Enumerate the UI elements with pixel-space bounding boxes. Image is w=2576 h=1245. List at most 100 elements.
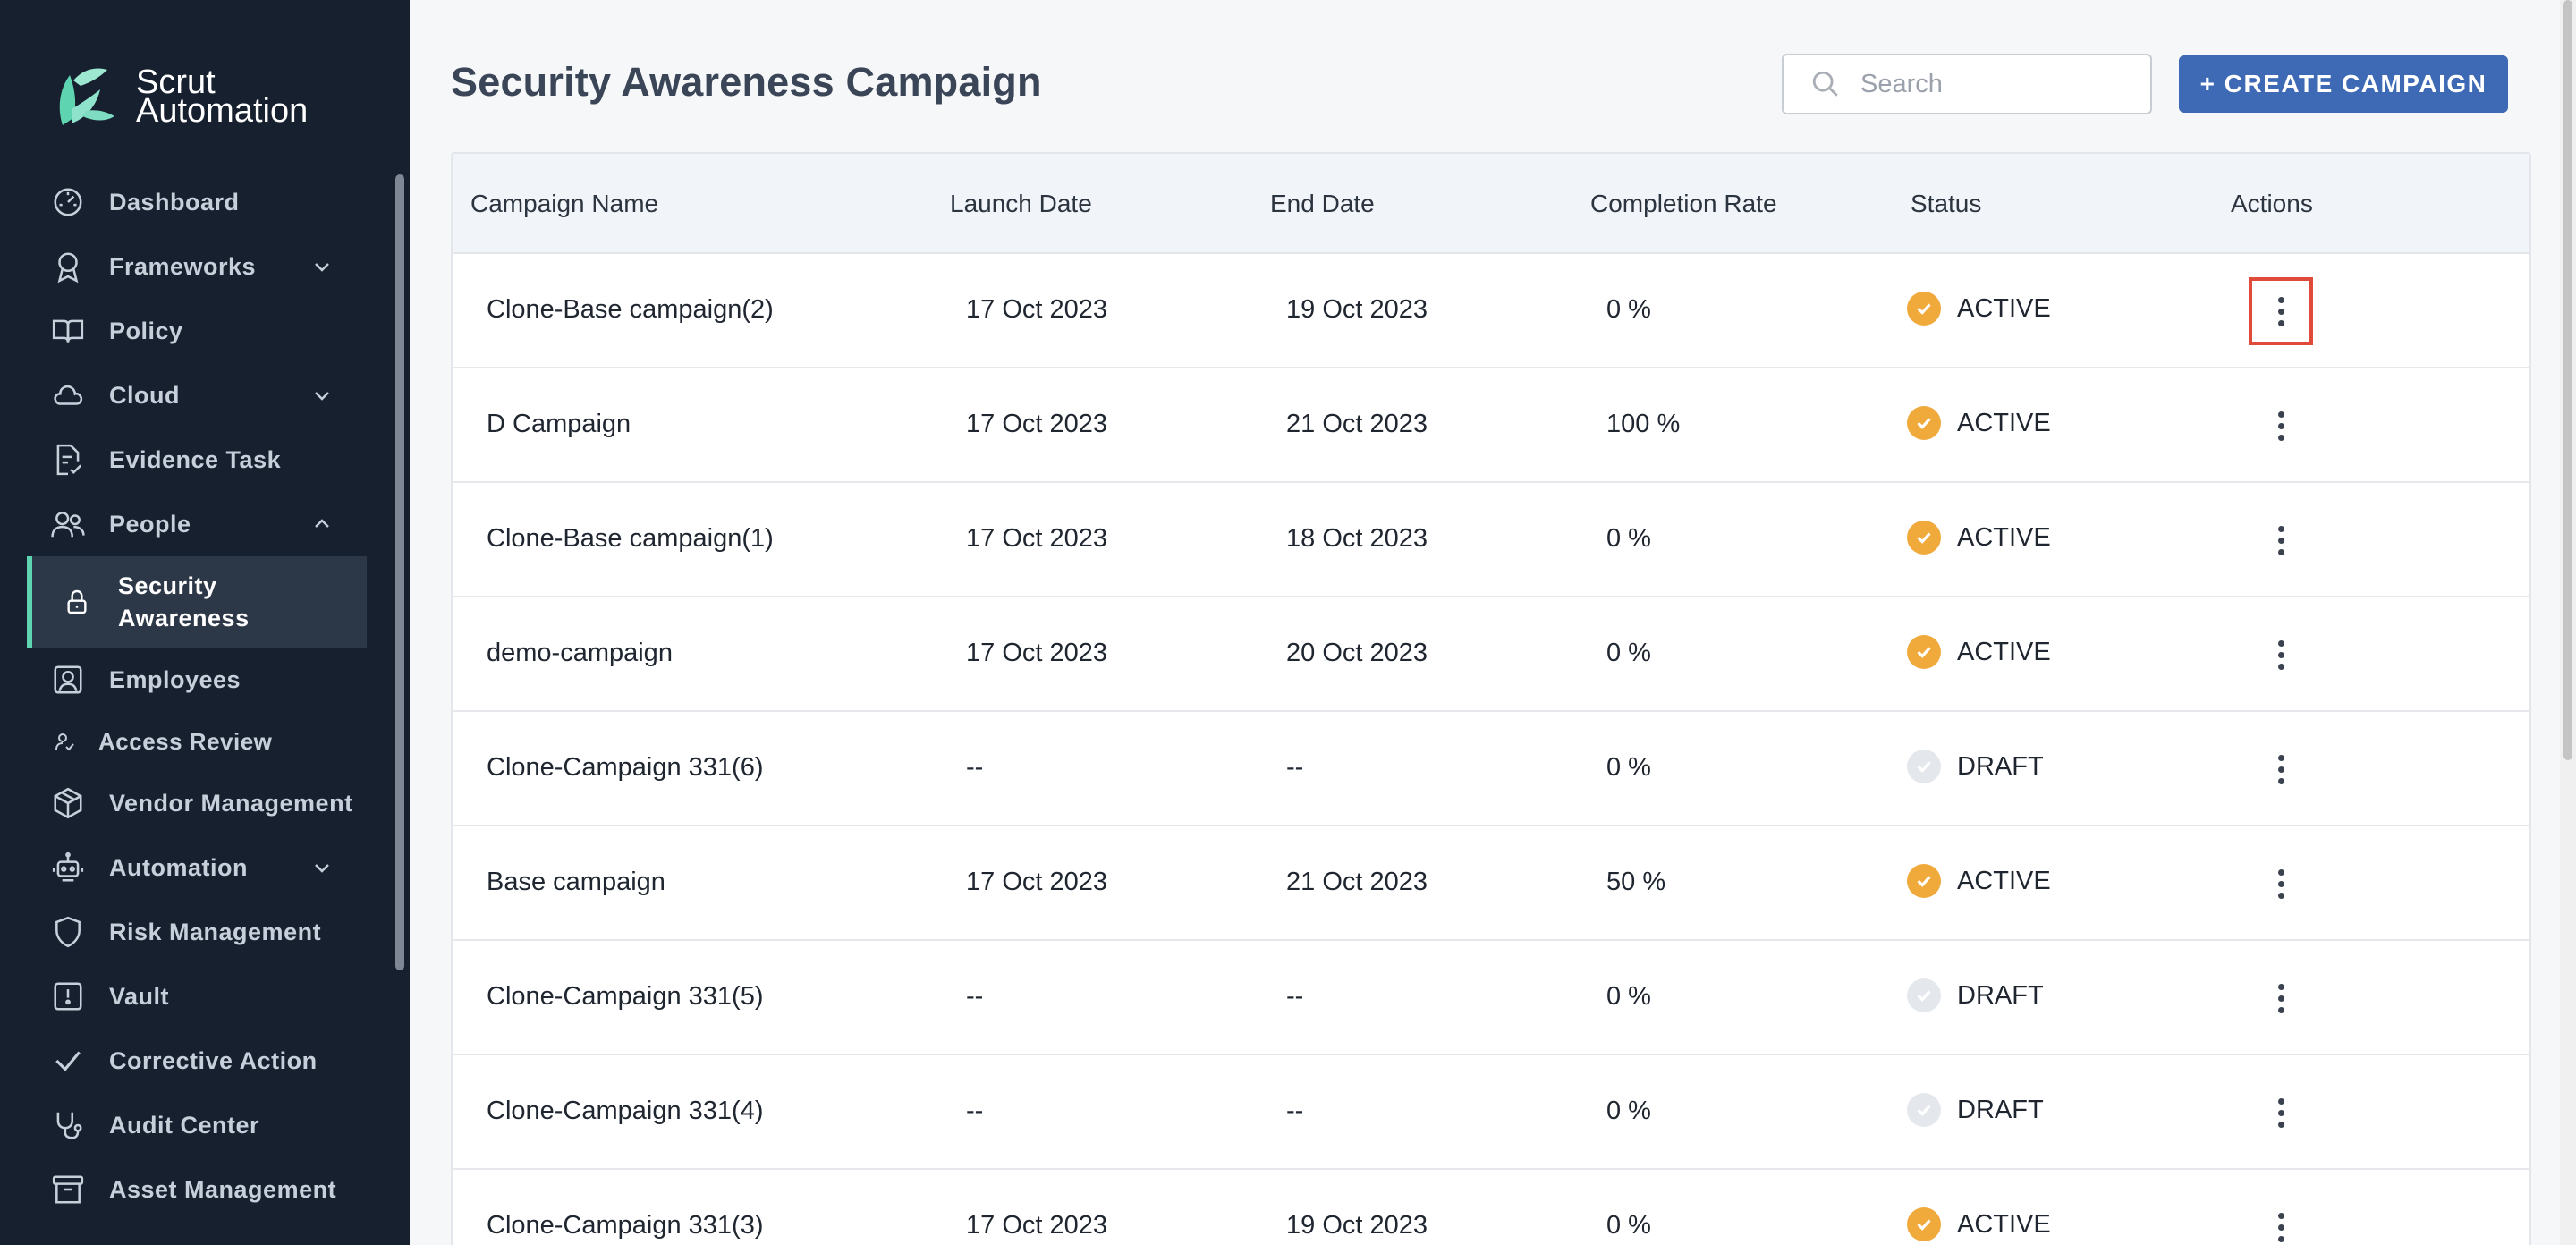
sidebar-item-label: Audit Center (109, 1111, 259, 1139)
page-scrollbar[interactable] (2560, 0, 2576, 1245)
logo-line-1: Scrut (136, 64, 216, 101)
launch-date-cell: 17 Oct 2023 (966, 410, 1107, 438)
campaign-name-cell[interactable]: Clone-Campaign 331(6) (487, 753, 764, 782)
row-actions-menu-button[interactable] (2249, 735, 2313, 803)
campaign-name-cell[interactable]: Clone-Base campaign(2) (487, 295, 774, 324)
table-row[interactable]: Clone-Base campaign(2) 17 Oct 2023 19 Oct … (453, 254, 2529, 368)
app-logo[interactable]: Scrut Automation (50, 63, 308, 131)
chevron-down-icon[interactable] (311, 256, 333, 277)
sidebar-item-people[interactable]: People (27, 492, 367, 556)
campaign-name-cell[interactable]: Clone-Campaign 331(5) (487, 982, 764, 1011)
sidebar-item-cloud[interactable]: Cloud (27, 363, 367, 428)
sidebar-item-policy[interactable]: Policy (27, 299, 367, 363)
launch-date-cell: 17 Oct 2023 (966, 639, 1107, 667)
logo-text: Scrut Automation (136, 64, 308, 128)
status-badge: ACTIVE (1907, 1207, 2051, 1241)
sidebar-item-access-review[interactable]: Access Review (27, 712, 367, 771)
sidebar-item-security-awareness[interactable]: Security Awareness (27, 556, 367, 648)
campaign-name-cell[interactable]: D Campaign (487, 410, 631, 438)
row-actions-menu-button[interactable] (2249, 1079, 2313, 1147)
chevron-down-icon[interactable] (311, 857, 333, 878)
table-row[interactable]: demo-campaign 17 Oct 2023 20 Oct 2023 0 % AC… (453, 597, 2529, 712)
sidebar-item-risk-management[interactable]: Risk Management (27, 900, 367, 964)
launch-date-cell: -- (966, 753, 984, 782)
sidebar-item-label: People (109, 510, 191, 538)
table-row[interactable]: Base campaign 17 Oct 2023 21 Oct 2023 50 % A… (453, 826, 2529, 941)
completion-rate-cell: 0 % (1606, 982, 1651, 1011)
column-header-launch-date[interactable]: Launch Date (950, 190, 1092, 217)
sidebar-item-evidence-task[interactable]: Evidence Task (27, 428, 367, 492)
active-status-check-icon (1907, 864, 1941, 898)
sidebar-item-vendor-management[interactable]: Vendor Management (27, 771, 367, 835)
campaign-name-cell[interactable]: Clone-Campaign 331(3) (487, 1211, 764, 1240)
column-header-end-date[interactable]: End Date (1270, 190, 1375, 217)
status-label: ACTIVE (1957, 1209, 2051, 1239)
chevron-down-icon[interactable] (311, 385, 333, 406)
campaign-name-cell[interactable]: Clone-Campaign 331(4) (487, 1097, 764, 1125)
sidebar-item-dashboard[interactable]: Dashboard (27, 170, 367, 234)
table-row[interactable]: Clone-Campaign 331(4) -- -- 0 % DRAFT (453, 1055, 2529, 1170)
end-date-cell: 21 Oct 2023 (1286, 410, 1428, 438)
end-date-cell: 18 Oct 2023 (1286, 524, 1428, 553)
completion-rate-cell: 100 % (1606, 410, 1681, 438)
row-actions-menu-button[interactable] (2249, 850, 2313, 918)
row-actions-menu-button[interactable] (2249, 964, 2313, 1032)
sidebar-item-vault[interactable]: Vault (27, 964, 367, 1029)
sidebar-item-frameworks[interactable]: Frameworks (27, 234, 367, 299)
column-header-status[interactable]: Status (1911, 190, 1982, 217)
more-vertical-icon (2277, 639, 2284, 670)
cloud-icon (50, 377, 86, 413)
sidebar-item-label: Policy (109, 317, 183, 344)
end-date-cell: 20 Oct 2023 (1286, 639, 1428, 667)
completion-rate-cell: 0 % (1606, 524, 1651, 553)
table-row[interactable]: Clone-Campaign 331(3) 17 Oct 2023 19 Oct 2… (453, 1170, 2529, 1245)
page-scrollbar-thumb[interactable] (2563, 0, 2572, 760)
status-label: ACTIVE (1957, 408, 2051, 437)
chevron-up-icon[interactable] (311, 513, 333, 535)
table-row[interactable]: D Campaign 17 Oct 2023 21 Oct 2023 100 % ACT… (453, 368, 2529, 483)
status-badge: ACTIVE (1907, 521, 2051, 555)
sidebar-item-asset-management[interactable]: Asset Management (27, 1157, 367, 1222)
sidebar-item-automation[interactable]: Automation (27, 835, 367, 900)
sidebar-item-corrective-action[interactable]: Corrective Action (27, 1029, 367, 1093)
column-header-campaign-name[interactable]: Campaign Name (470, 190, 659, 217)
more-vertical-icon (2277, 868, 2284, 899)
sidebar-item-label: Security Awareness (118, 572, 250, 631)
campaign-name-cell[interactable]: Base campaign (487, 868, 665, 896)
table-row[interactable]: Clone-Base campaign(1) 17 Oct 2023 18 Oct … (453, 483, 2529, 597)
dashboard-icon (50, 184, 86, 220)
sidebar: Scrut Automation Dashboard Frameworks Po… (0, 0, 410, 1245)
employee-icon (50, 662, 86, 698)
table-header: Campaign Name Launch Date End Date Compl… (453, 154, 2529, 254)
create-campaign-button[interactable]: + CREATE CAMPAIGN (2179, 55, 2508, 113)
row-actions-menu-button[interactable] (2249, 277, 2313, 345)
row-actions-menu-button[interactable] (2249, 1193, 2313, 1245)
active-status-check-icon (1907, 521, 1941, 555)
sidebar-scrollbar[interactable] (395, 174, 404, 970)
search-input[interactable] (1860, 69, 2147, 99)
row-actions-menu-button[interactable] (2249, 621, 2313, 689)
campaign-name-cell[interactable]: Clone-Base campaign(1) (487, 524, 774, 553)
more-vertical-icon (2277, 296, 2284, 326)
column-header-completion-rate[interactable]: Completion Rate (1590, 190, 1777, 217)
campaign-name-cell[interactable]: demo-campaign (487, 639, 673, 667)
page-title: Security Awareness Campaign (451, 59, 1042, 105)
table-row[interactable]: Clone-Campaign 331(5) -- -- 0 % DRAFT (453, 941, 2529, 1055)
main-content: Security Awareness Campaign + CREATE CAM… (410, 0, 2576, 1245)
sidebar-item-label: Corrective Action (109, 1046, 318, 1074)
more-vertical-icon (2277, 983, 2284, 1013)
sidebar-item-employees[interactable]: Employees (27, 648, 367, 712)
sidebar-item-label: Automation (109, 853, 248, 881)
launch-date-cell: 17 Oct 2023 (966, 1211, 1107, 1240)
row-actions-menu-button[interactable] (2249, 392, 2313, 460)
sidebar-item-label: Asset Management (109, 1175, 337, 1203)
shield-icon (50, 914, 86, 950)
draft-status-check-icon (1907, 978, 1941, 1012)
sidebar-item-audit-center[interactable]: Audit Center (27, 1093, 367, 1157)
row-actions-menu-button[interactable] (2249, 506, 2313, 574)
scrut-logo-icon (59, 68, 114, 125)
table-body: Clone-Base campaign(2) 17 Oct 2023 19 Oct … (453, 254, 2529, 1245)
table-row[interactable]: Clone-Campaign 331(6) -- -- 0 % DRAFT (453, 712, 2529, 826)
search-box[interactable] (1782, 54, 2152, 114)
sidebar-nav: Dashboard Frameworks Policy Cloud (27, 170, 367, 1222)
